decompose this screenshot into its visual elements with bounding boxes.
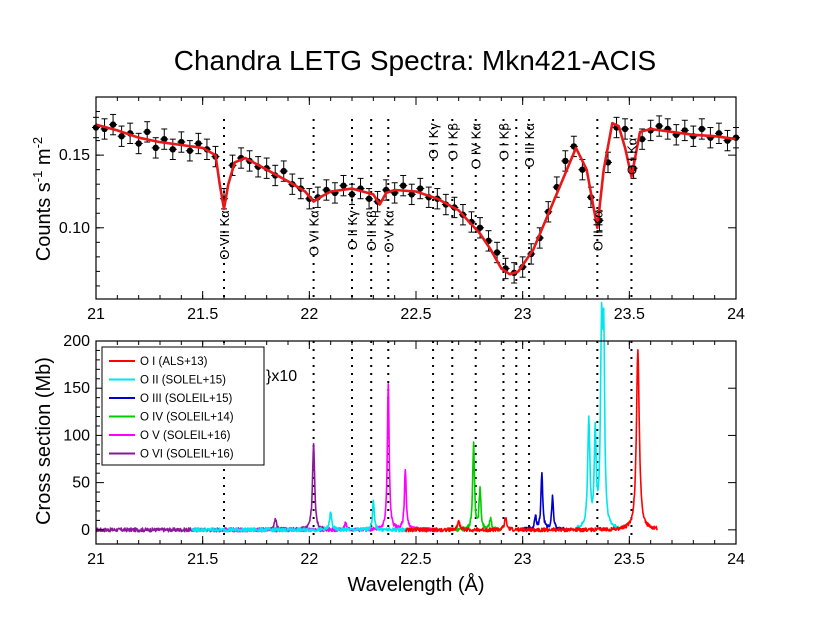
bottom-y-tick-label: 50: [72, 475, 90, 492]
bottom-x-tick-label: 23.5: [614, 551, 645, 568]
data-point: [408, 191, 415, 198]
top-plot-content: 21 21.5 22 22.5 23 23.5 24 0.10 0.15 O VII Kα O VI…: [59, 97, 745, 323]
data-point: [681, 127, 688, 134]
data-point: [493, 249, 501, 256]
ion-label-8: O I Kβ: [496, 123, 511, 160]
data-point: [400, 182, 407, 189]
legend-box: [101, 346, 265, 466]
ion-label-10: O II Kα: [590, 210, 605, 251]
ion-label-3: O II Kβ: [364, 210, 379, 251]
bottom-panel: Cross section (Mb) 21 21.5 22 22.5 23 23.5 24 0…: [33, 301, 745, 596]
legend-label-0: O I (ALS+13): [140, 356, 208, 368]
bottom-y-tick-label: 150: [63, 380, 90, 397]
top-x-tick-label: 21.5: [187, 306, 218, 323]
top-y-axis-label-unit: m: [33, 148, 55, 170]
top-x-tick-label: 23: [514, 306, 532, 323]
data-point: [340, 182, 347, 189]
data-point: [621, 125, 629, 133]
top-y-axis-label: Counts s-1 m-2: [30, 137, 55, 261]
model-curve: [95, 121, 737, 276]
data-point: [161, 135, 168, 143]
data-point: [195, 140, 202, 147]
ion-label-5: O I Kγ: [426, 123, 441, 160]
data-point: [656, 122, 663, 130]
bottom-x-tick-label: 21: [87, 551, 105, 568]
top-plot-frame: [95, 96, 737, 300]
data-point: [476, 224, 484, 231]
top-y-tick-label: 0.15: [59, 147, 90, 164]
chart-title: Chandra LETG Spectra: Mkn421-ACIS: [174, 45, 656, 76]
data-point: [109, 121, 117, 128]
top-x-tick-label: 24: [727, 306, 745, 323]
data-point: [698, 125, 706, 133]
data-point: [169, 146, 176, 153]
bottom-y-tick-label: 0: [81, 522, 90, 539]
data-point: [152, 144, 159, 152]
ion-label-2: O II Kγ: [345, 210, 360, 250]
bottom-x-tick-label: 21.5: [187, 551, 218, 568]
data-point: [280, 167, 287, 175]
legend-label-3: O IV (SOLEIL+14): [140, 412, 234, 424]
data-point: [135, 140, 142, 147]
series-o-i-6: [404, 349, 658, 533]
ion-label-6: O I Kβ: [445, 123, 460, 160]
data-point: [579, 166, 586, 173]
bottom-x-tick-label: 23: [514, 551, 532, 568]
top-y-axis-label-exp1: -1: [30, 171, 45, 183]
top-x-tick-label: 22.5: [400, 306, 431, 323]
series-o-iv-3: [447, 441, 503, 533]
ion-label-4: O V Kα: [381, 210, 396, 253]
legend-label-1: O II (SOLEL+15): [140, 375, 226, 387]
data-point: [562, 157, 569, 165]
top-y-axis-label-text: Counts s: [33, 182, 55, 261]
bottom-plot-content: 21 21.5 22 22.5 23 23.5 24 0 50 100 150 200: [63, 301, 745, 568]
scale-annotation: }x10: [266, 368, 297, 385]
top-panel: Counts s-1 m-2 21 21.5 22 22.5 23 23.5 24 0.10 0…: [30, 96, 745, 323]
bottom-y-axis-label: Cross section (Mb): [33, 357, 55, 525]
data-point: [365, 195, 373, 202]
bottom-x-tick-label: 22.5: [400, 551, 431, 568]
bottom-x-tick-label: 24: [727, 551, 745, 568]
ion-label-1: O VI Kα: [307, 210, 322, 256]
data-point: [417, 185, 424, 192]
data-point: [348, 191, 356, 198]
bottom-y-tick-label: 100: [63, 427, 90, 444]
top-x-tick-label: 23.5: [614, 306, 645, 323]
data-point: [186, 147, 194, 154]
top-x-tick-label: 22: [300, 306, 318, 323]
series-o-ii-5: [575, 301, 619, 530]
bottom-plot-frame: [95, 340, 737, 545]
data-point: [638, 135, 646, 143]
data-point: [715, 130, 723, 137]
ion-label-11: O I Kα: [624, 137, 639, 175]
ion-label-7: O IV Kα: [469, 123, 484, 169]
legend-label-5: O VI (SOLEIL+16): [140, 449, 234, 461]
legend-label-2: O III (SOLEIL+15): [140, 393, 233, 405]
bottom-x-tick-label: 22: [300, 551, 318, 568]
top-y-tick-label: 0.10: [59, 220, 90, 237]
data-point: [144, 128, 151, 136]
data-point: [118, 133, 125, 140]
bottom-y-tick-label: 200: [63, 333, 90, 350]
top-y-axis-label-exp2: -2: [30, 137, 45, 149]
top-x-tick-label: 21: [87, 306, 105, 323]
legend: O I (ALS+13) O II (SOLEL+15) O III (SOLEIL…: [101, 346, 265, 466]
ion-label-0: O VII Kα: [217, 210, 232, 260]
ion-label-9: O III Kα: [522, 123, 537, 168]
series-o-ii-2: [191, 499, 417, 533]
x-axis-label: Wavelength (Å): [347, 573, 484, 596]
legend-label-4: O V (SOLEIL+16): [140, 430, 231, 442]
